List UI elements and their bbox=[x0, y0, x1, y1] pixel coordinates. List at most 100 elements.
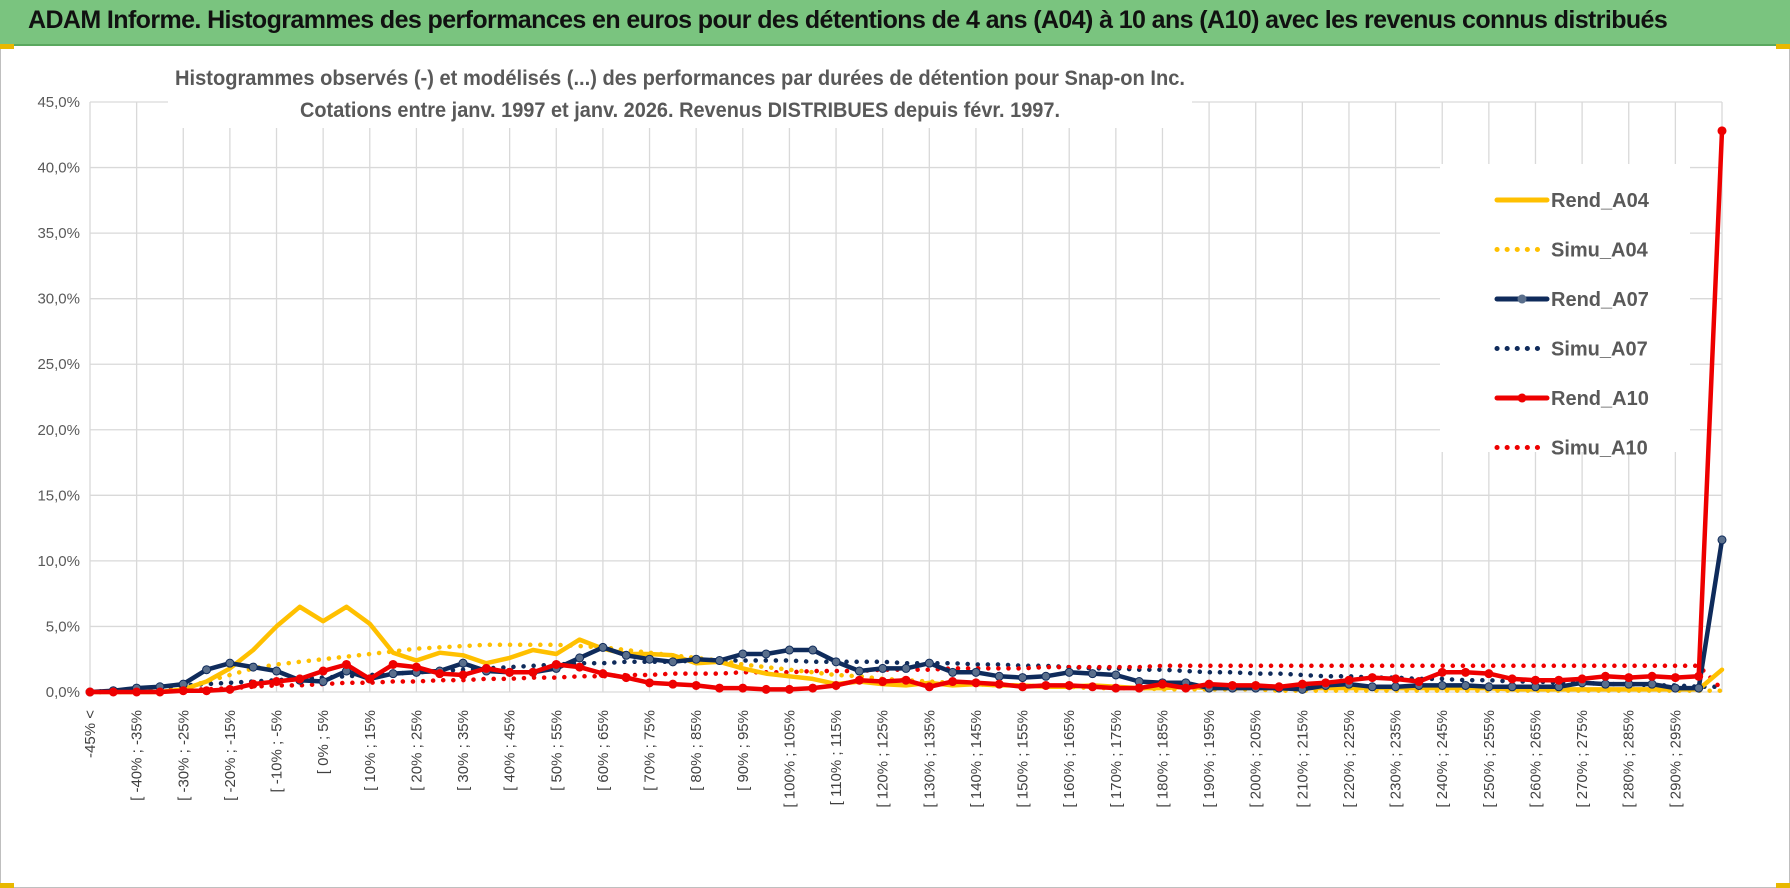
y-tick-label: 40,0% bbox=[37, 160, 80, 177]
data-point bbox=[1204, 679, 1214, 689]
y-tick-label: 0,0% bbox=[46, 684, 80, 701]
corner-marker bbox=[1776, 44, 1790, 49]
data-point bbox=[202, 665, 212, 675]
data-point bbox=[1437, 667, 1447, 677]
data-point bbox=[948, 667, 958, 677]
data-point bbox=[1600, 679, 1610, 689]
legend-label: Simu_A04 bbox=[1551, 240, 1649, 262]
x-tick-label: [ 90% ; 95% bbox=[735, 710, 752, 791]
x-tick-label: [ -40% ; -35% bbox=[129, 710, 146, 801]
x-tick-label: [ 190% ; 195% bbox=[1201, 710, 1218, 808]
data-point bbox=[272, 666, 282, 676]
data-point bbox=[1157, 679, 1167, 689]
data-point bbox=[1041, 680, 1051, 690]
data-point bbox=[1367, 673, 1377, 683]
data-point bbox=[994, 679, 1004, 689]
data-point bbox=[1251, 680, 1261, 690]
data-point bbox=[1717, 535, 1727, 545]
data-point bbox=[691, 654, 701, 664]
y-tick-label: 35,0% bbox=[37, 225, 80, 242]
data-point bbox=[435, 669, 445, 679]
data-point bbox=[668, 679, 678, 689]
legend-box bbox=[1440, 164, 1690, 452]
x-tick-label: [ 230% ; 235% bbox=[1388, 710, 1405, 808]
x-tick-label: [ 160% ; 165% bbox=[1061, 710, 1078, 808]
data-point bbox=[225, 658, 235, 668]
data-point bbox=[1600, 671, 1610, 681]
x-tick-label: [ 240% ; 245% bbox=[1434, 710, 1451, 808]
data-point bbox=[878, 663, 888, 673]
data-point bbox=[1064, 667, 1074, 677]
x-tick-label: [ 80% ; 85% bbox=[688, 710, 705, 791]
data-point bbox=[621, 673, 631, 683]
data-point bbox=[1414, 677, 1424, 687]
data-point bbox=[1367, 682, 1377, 692]
data-point bbox=[645, 678, 655, 688]
data-point bbox=[1461, 680, 1471, 690]
data-point bbox=[108, 687, 118, 697]
x-tick-label: [ 20% ; 25% bbox=[408, 710, 425, 791]
series-line-rend-a04 bbox=[87, 604, 1725, 695]
data-point bbox=[621, 650, 631, 660]
corner-marker bbox=[0, 883, 14, 888]
x-tick-label: [ 180% ; 185% bbox=[1154, 710, 1171, 808]
data-point bbox=[1018, 673, 1028, 683]
data-point bbox=[738, 649, 748, 659]
data-point bbox=[971, 667, 981, 677]
legend-marker bbox=[1517, 393, 1527, 403]
data-point bbox=[1111, 670, 1121, 680]
y-tick-label: 5,0% bbox=[46, 618, 80, 635]
data-point bbox=[901, 663, 911, 673]
data-point bbox=[575, 653, 585, 663]
data-point bbox=[808, 645, 818, 655]
x-tick-label: [ -30% ; -25% bbox=[175, 710, 192, 801]
x-tick-label: [ -20% ; -15% bbox=[222, 710, 239, 801]
data-point bbox=[1344, 675, 1354, 685]
x-tick-label: [ 110% ; 115% bbox=[828, 710, 845, 805]
chart-subtitle: Cotations entre janv. 1997 et janv. 2026… bbox=[300, 99, 1060, 122]
data-point bbox=[551, 659, 561, 669]
data-point bbox=[1111, 683, 1121, 693]
data-point bbox=[85, 687, 95, 697]
corner-marker bbox=[0, 44, 14, 49]
data-point bbox=[831, 680, 841, 690]
data-point bbox=[994, 671, 1004, 681]
data-point bbox=[1274, 682, 1284, 692]
x-tick-label: [ 250% ; 255% bbox=[1481, 710, 1498, 808]
data-point bbox=[341, 659, 351, 669]
y-tick-label: 25,0% bbox=[37, 356, 80, 373]
data-point bbox=[668, 657, 678, 667]
data-point bbox=[365, 674, 375, 684]
x-tick-label: [ 140% ; 145% bbox=[968, 710, 985, 808]
data-point bbox=[178, 686, 188, 696]
x-tick-label: [ 220% ; 225% bbox=[1341, 710, 1358, 808]
data-point bbox=[1694, 671, 1704, 681]
x-tick-label: [ 150% ; 155% bbox=[1015, 710, 1032, 808]
data-point bbox=[248, 662, 258, 672]
x-tick-label: [ 270% ; 275% bbox=[1574, 710, 1591, 808]
data-point bbox=[1554, 675, 1564, 685]
legend-marker bbox=[1517, 294, 1527, 304]
performance-histogram-chart: 0,0% 5,0% 10,0% 15,0% 20,0% 25,0% 30,0% 35,0% 40… bbox=[37, 58, 1727, 808]
x-tick-label: [ 100% ; 105% bbox=[781, 710, 798, 808]
x-tick-label: [ 70% ; 75% bbox=[642, 710, 659, 791]
x-tick-label: [ 30% ; 35% bbox=[455, 710, 472, 791]
data-point bbox=[1134, 683, 1144, 693]
data-point bbox=[1391, 682, 1401, 692]
report-header: ADAM Informe. Histogrammes des performan… bbox=[0, 0, 1790, 46]
data-point bbox=[1577, 674, 1587, 684]
x-tick-label: [ 120% ; 125% bbox=[875, 710, 892, 808]
legend-label: Rend_A04 bbox=[1551, 190, 1650, 212]
data-point bbox=[714, 683, 724, 693]
data-point bbox=[691, 680, 701, 690]
data-point bbox=[1484, 682, 1494, 692]
data-point bbox=[924, 658, 934, 668]
x-tick-label: -45% < bbox=[82, 710, 99, 758]
data-point bbox=[1064, 680, 1074, 690]
data-point bbox=[1717, 126, 1727, 136]
data-point bbox=[295, 674, 305, 684]
x-tick-label: [ 280% ; 285% bbox=[1621, 710, 1638, 808]
data-point bbox=[784, 684, 794, 694]
data-point bbox=[505, 667, 515, 677]
data-point bbox=[132, 687, 142, 697]
